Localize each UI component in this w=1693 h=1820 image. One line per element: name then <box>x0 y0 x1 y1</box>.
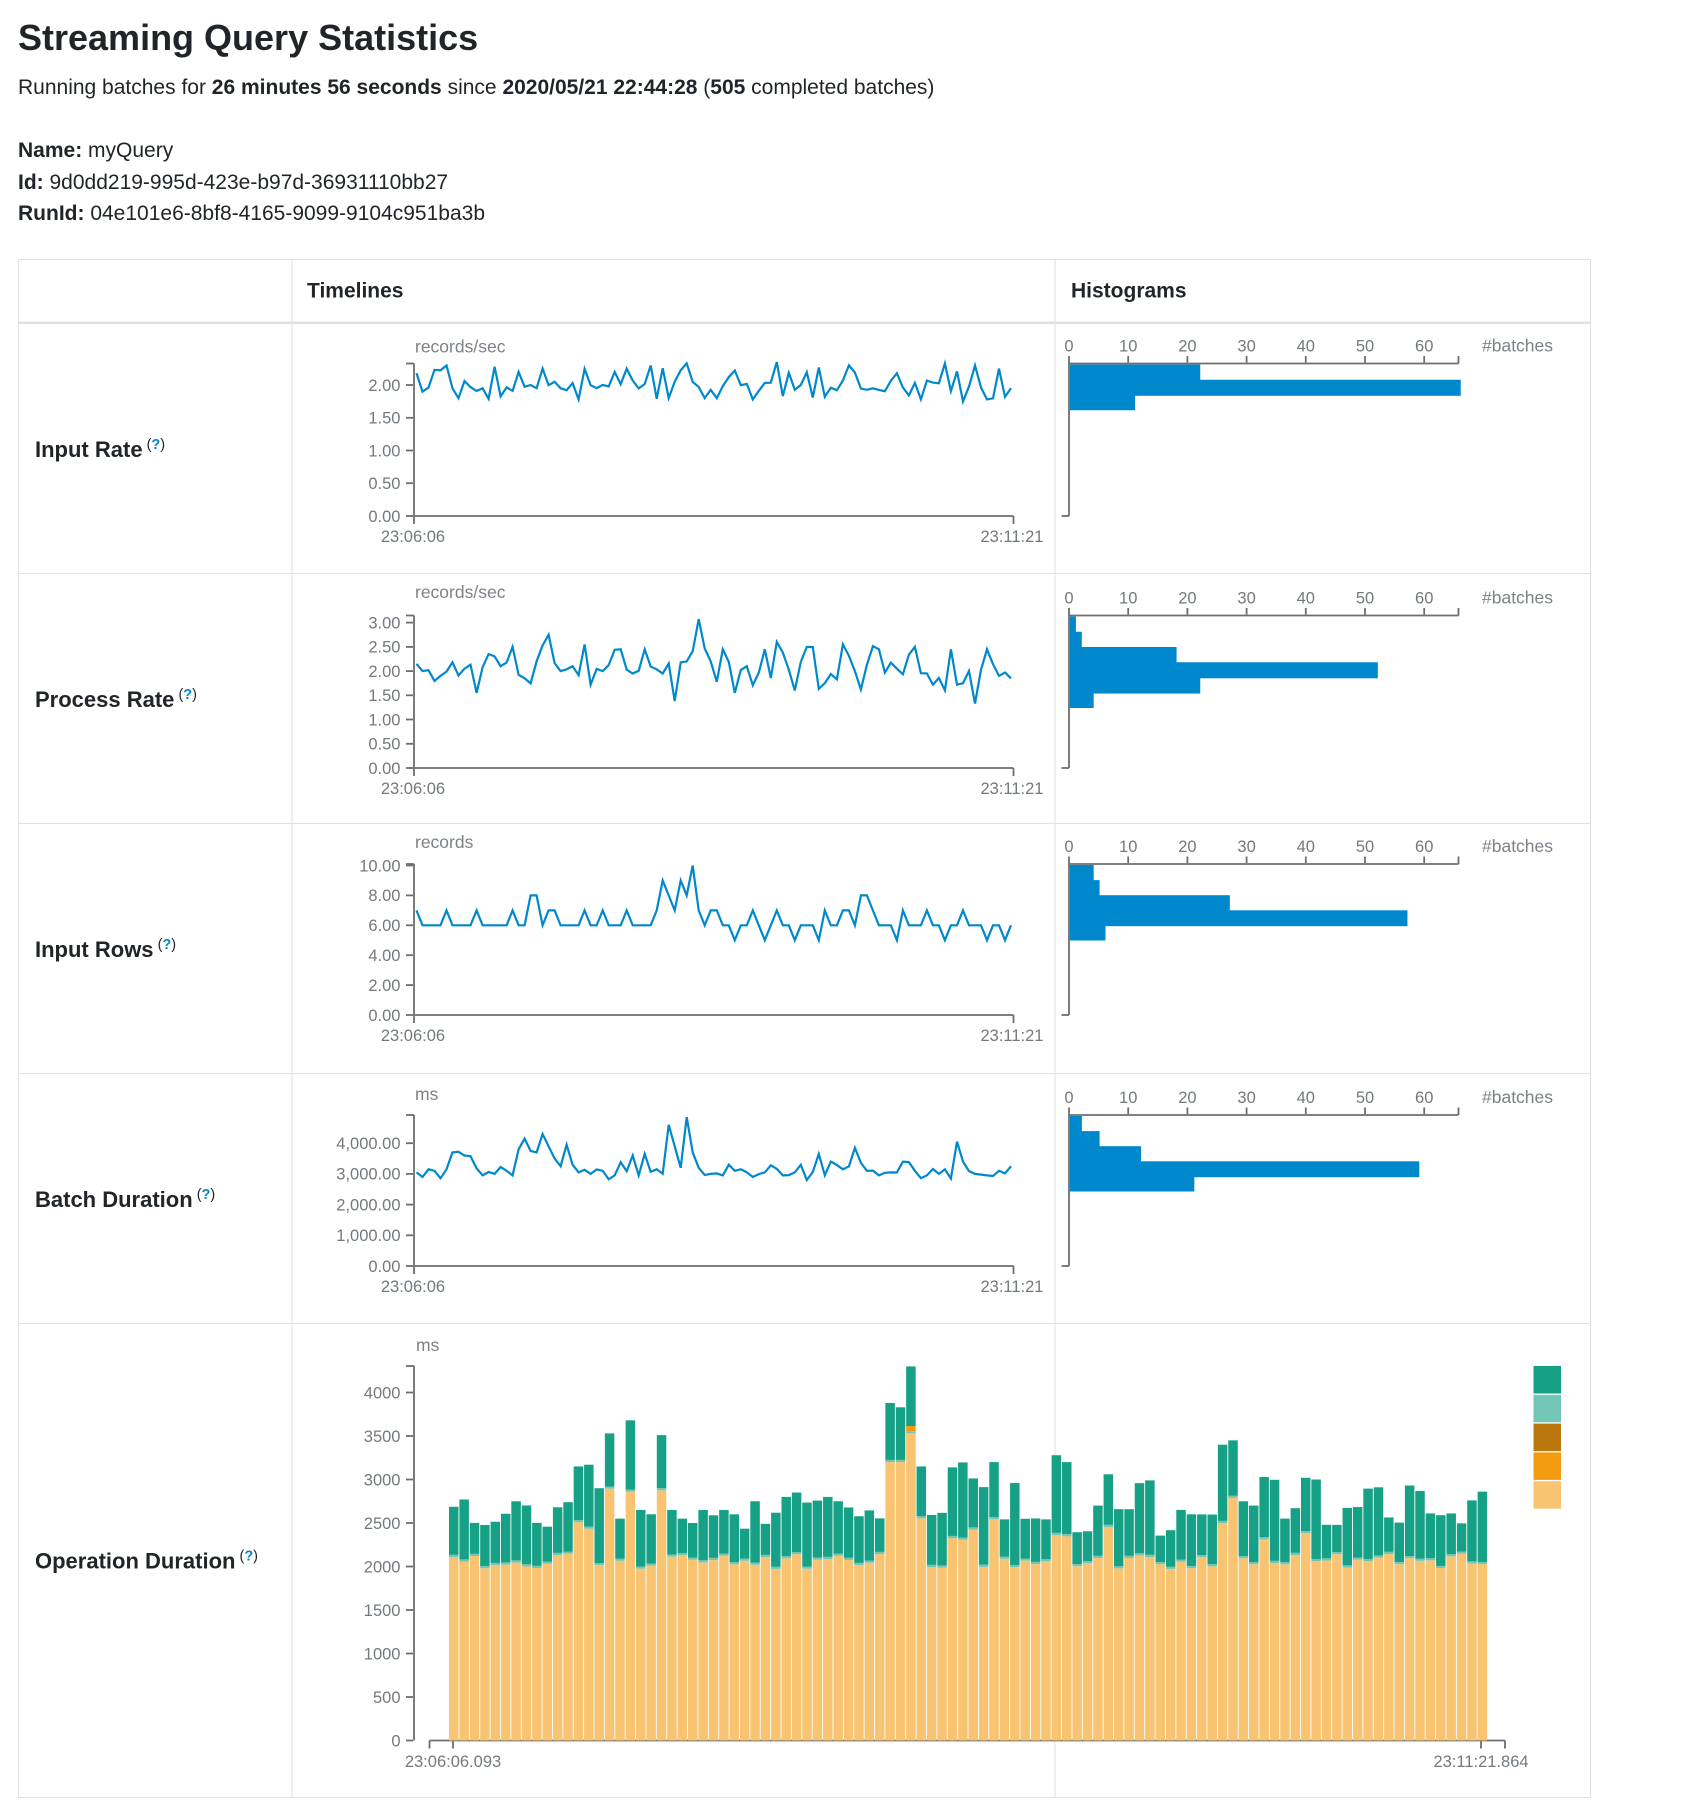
svg-text:2,000.00: 2,000.00 <box>336 1196 400 1214</box>
svg-text:20: 20 <box>1178 590 1196 608</box>
svg-text:40: 40 <box>1297 338 1315 356</box>
svg-text:23:06:06: 23:06:06 <box>381 1027 445 1045</box>
svg-text:23:06:06: 23:06:06 <box>381 1278 445 1296</box>
svg-text:records/sec: records/sec <box>415 337 506 357</box>
svg-text:2000: 2000 <box>364 1558 401 1576</box>
svg-text:1500: 1500 <box>364 1602 401 1620</box>
svg-text:30: 30 <box>1237 590 1255 608</box>
svg-text:1.00: 1.00 <box>368 442 400 460</box>
svg-text:ms: ms <box>416 1335 440 1355</box>
svg-text:30: 30 <box>1237 838 1255 856</box>
svg-text:23:11:21: 23:11:21 <box>980 780 1043 798</box>
svg-text:23:11:21: 23:11:21 <box>980 1027 1043 1045</box>
svg-text:1,000.00: 1,000.00 <box>336 1227 400 1245</box>
svg-text:60: 60 <box>1415 838 1433 856</box>
svg-text:3500: 3500 <box>364 1428 401 1446</box>
svg-text:#batches: #batches <box>1482 588 1553 608</box>
svg-text:Input Rows (?): Input Rows (?) <box>35 937 176 962</box>
svg-text:Timelines: Timelines <box>307 280 404 303</box>
svg-text:40: 40 <box>1297 838 1315 856</box>
svg-text:0.00: 0.00 <box>368 508 400 526</box>
svg-text:2500: 2500 <box>364 1515 401 1533</box>
svg-text:Input Rate (?): Input Rate (?) <box>35 437 165 462</box>
svg-text:40: 40 <box>1297 590 1315 608</box>
svg-text:3000: 3000 <box>364 1471 401 1489</box>
svg-text:Batch Duration (?): Batch Duration (?) <box>35 1187 215 1212</box>
svg-text:3,000.00: 3,000.00 <box>336 1166 400 1184</box>
svg-text:2.00: 2.00 <box>368 377 400 395</box>
svg-text:40: 40 <box>1297 1089 1315 1107</box>
svg-text:23:06:06.093: 23:06:06.093 <box>405 1753 501 1771</box>
svg-text:0.00: 0.00 <box>368 760 400 778</box>
svg-text:ms: ms <box>415 1084 439 1104</box>
svg-text:50: 50 <box>1356 838 1374 856</box>
svg-text:Histograms: Histograms <box>1071 280 1187 303</box>
svg-text:0: 0 <box>391 1732 400 1750</box>
svg-text:0.00: 0.00 <box>368 1007 400 1025</box>
svg-text:4,000.00: 4,000.00 <box>336 1135 400 1153</box>
svg-text:Process Rate (?): Process Rate (?) <box>35 687 197 712</box>
svg-text:10.00: 10.00 <box>359 857 400 875</box>
svg-text:#batches: #batches <box>1482 836 1553 856</box>
svg-text:3.00: 3.00 <box>368 614 400 632</box>
svg-text:0.00: 0.00 <box>368 1258 400 1276</box>
svg-text:20: 20 <box>1178 1089 1196 1107</box>
svg-text:#batches: #batches <box>1482 1087 1553 1107</box>
svg-text:50: 50 <box>1356 590 1374 608</box>
svg-text:#batches: #batches <box>1482 336 1553 356</box>
svg-text:0: 0 <box>1064 590 1073 608</box>
svg-text:1.50: 1.50 <box>368 687 400 705</box>
svg-text:20: 20 <box>1178 838 1196 856</box>
svg-text:30: 30 <box>1237 1089 1255 1107</box>
svg-text:60: 60 <box>1415 590 1433 608</box>
svg-text:0.50: 0.50 <box>368 475 400 493</box>
svg-text:0: 0 <box>1064 338 1073 356</box>
svg-text:23:11:21: 23:11:21 <box>980 1278 1043 1296</box>
svg-text:2.00: 2.00 <box>368 663 400 681</box>
svg-text:23:11:21.864: 23:11:21.864 <box>1433 1753 1528 1771</box>
svg-text:0: 0 <box>1064 838 1073 856</box>
svg-text:23:11:21: 23:11:21 <box>980 528 1043 546</box>
svg-text:30: 30 <box>1237 338 1255 356</box>
svg-text:50: 50 <box>1356 338 1374 356</box>
svg-text:60: 60 <box>1415 338 1433 356</box>
svg-text:1000: 1000 <box>364 1645 401 1663</box>
svg-text:60: 60 <box>1415 1089 1433 1107</box>
svg-text:23:06:06: 23:06:06 <box>381 528 445 546</box>
svg-text:records/sec: records/sec <box>415 582 506 602</box>
svg-text:8.00: 8.00 <box>368 887 400 905</box>
svg-text:10: 10 <box>1119 338 1137 356</box>
svg-text:records: records <box>415 832 474 852</box>
svg-text:10: 10 <box>1119 838 1137 856</box>
svg-text:4.00: 4.00 <box>368 947 400 965</box>
svg-text:1.50: 1.50 <box>368 410 400 428</box>
svg-text:20: 20 <box>1178 338 1196 356</box>
svg-text:4000: 4000 <box>364 1384 401 1402</box>
svg-text:2.00: 2.00 <box>368 977 400 995</box>
svg-text:6.00: 6.00 <box>368 917 400 935</box>
svg-text:10: 10 <box>1119 1089 1137 1107</box>
svg-text:0.50: 0.50 <box>368 736 400 754</box>
svg-text:50: 50 <box>1356 1089 1374 1107</box>
svg-text:1.00: 1.00 <box>368 711 400 729</box>
svg-text:10: 10 <box>1119 590 1137 608</box>
svg-text:2.50: 2.50 <box>368 639 400 657</box>
svg-text:500: 500 <box>373 1689 401 1707</box>
svg-text:Operation Duration (?): Operation Duration (?) <box>35 1549 258 1574</box>
svg-text:23:06:06: 23:06:06 <box>381 780 445 798</box>
svg-text:0: 0 <box>1064 1089 1073 1107</box>
